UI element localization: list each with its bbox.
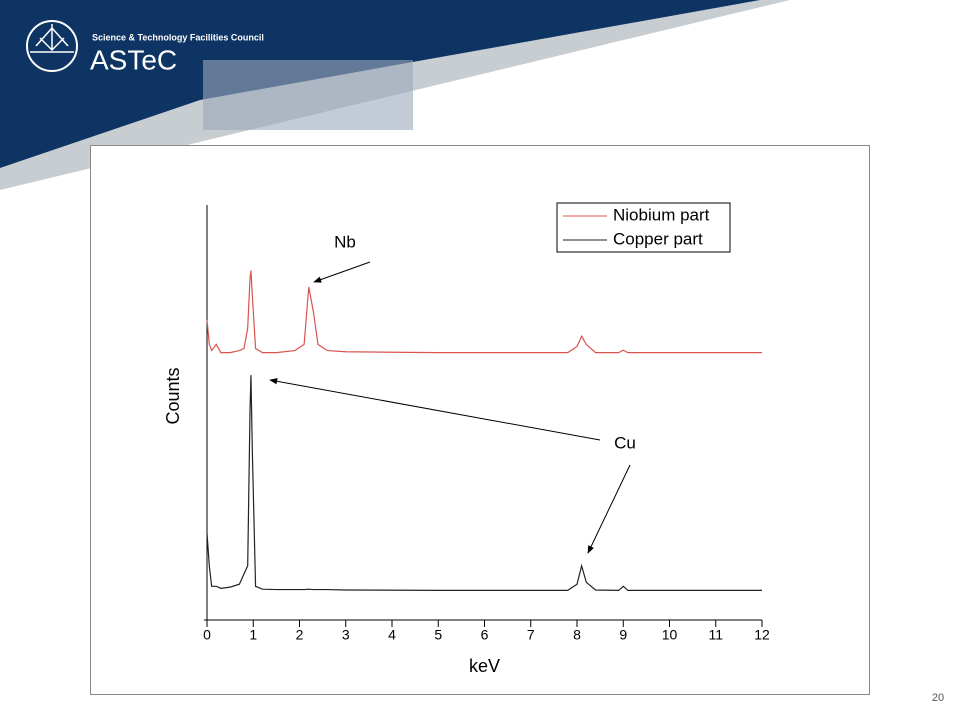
x-tick-label: 4 [388,627,396,643]
x-tick-label: 7 [527,627,535,643]
annotations [269,261,631,554]
arrow [269,378,601,441]
x-tick-label: 5 [434,627,442,643]
brand: ASTeC [90,44,177,75]
annotation: Cu [614,433,636,452]
y-axis-label: Counts [163,367,183,424]
page-number: 20 [932,692,944,704]
organisation: Science & Technology Facilities Council [92,32,264,42]
x-axis-label: keV [469,656,500,676]
chart-frame [90,145,870,695]
x-tick-label: 1 [249,627,257,643]
header-panel [203,60,413,130]
line-series [206,375,762,592]
arrow [313,261,371,283]
header-shape [0,0,760,168]
x-tick-label: 9 [619,627,627,643]
x-tick-label: 2 [296,627,304,643]
x-tick-label: 10 [662,627,678,643]
legend-box [556,202,731,253]
legend-label: Niobium part [613,205,710,224]
x-tick-label: 0 [203,627,211,643]
x-tick-label: 6 [481,627,489,643]
line-series [206,270,762,354]
x-tick-label: 8 [573,627,581,643]
x-tick-label: 3 [342,627,350,643]
legend-label: Copper part [613,229,703,248]
arrow [587,464,631,554]
logo [26,20,78,72]
annotation: Nb [334,232,356,251]
x-tick-label: 11 [708,627,723,643]
x-tick-label: 12 [754,627,770,643]
